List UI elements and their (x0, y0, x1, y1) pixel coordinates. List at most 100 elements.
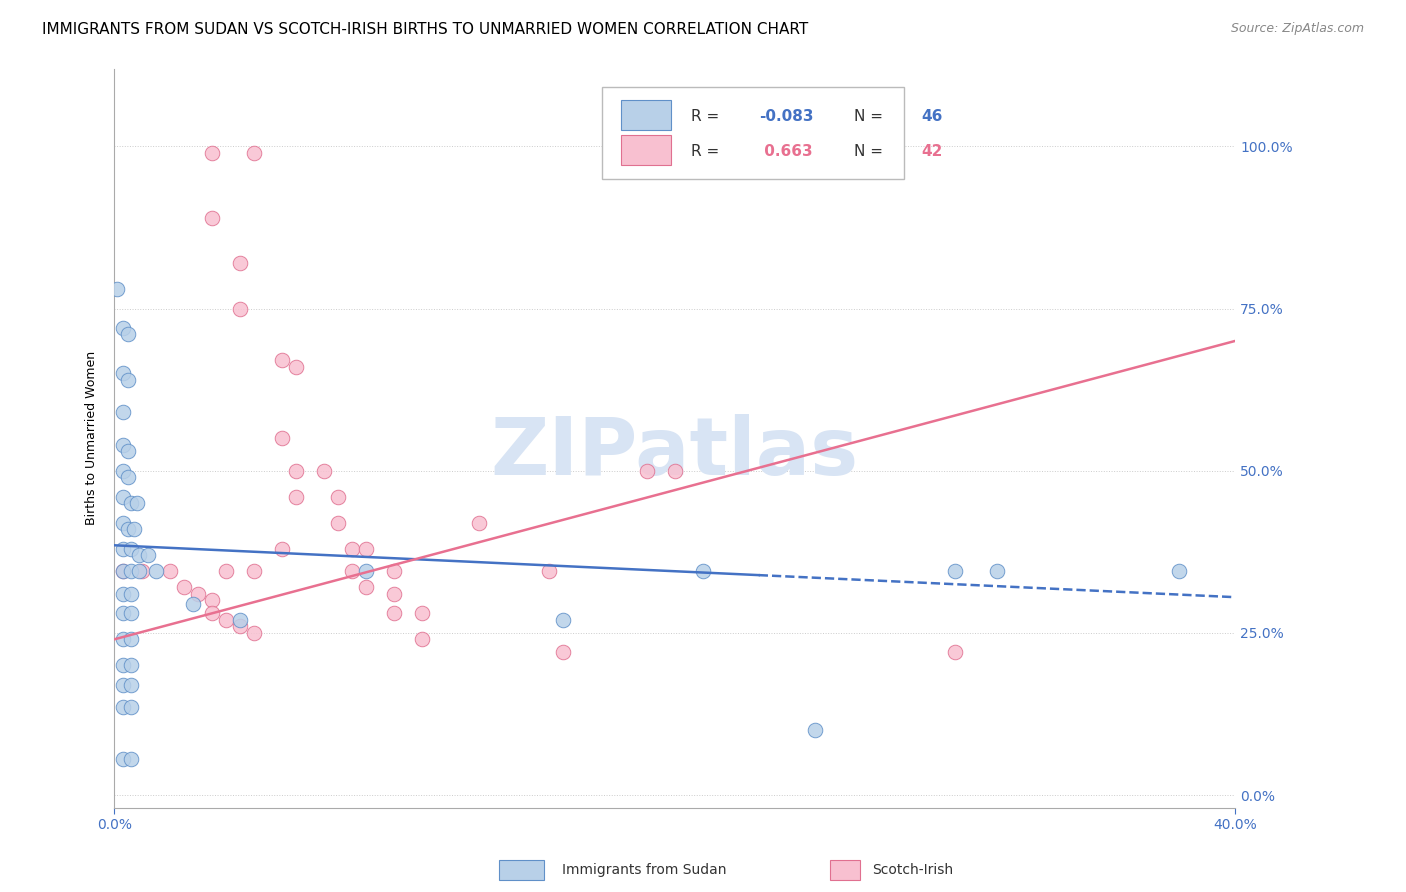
Point (111, 752, 134, 766)
Point (120, 632, 142, 647)
Point (692, 564, 714, 578)
Point (243, 564, 266, 578)
Text: 42: 42 (921, 144, 942, 159)
Point (111, 632, 134, 647)
Point (285, 490, 308, 504)
Point (111, 658, 134, 673)
Point (145, 564, 167, 578)
Point (384, 607, 406, 621)
Point (201, 145, 224, 160)
Point (229, 619, 252, 633)
Point (111, 464, 134, 478)
Point (128, 564, 150, 578)
FancyBboxPatch shape (621, 135, 671, 165)
Point (384, 587, 406, 601)
Point (243, 145, 266, 160)
Point (943, 645, 966, 659)
FancyBboxPatch shape (621, 100, 671, 130)
Point (356, 564, 378, 578)
Point (201, 211, 224, 225)
Point (111, 321, 134, 335)
Point (314, 464, 336, 478)
Text: Scotch-Irish: Scotch-Irish (872, 863, 953, 877)
Text: Source: ZipAtlas.com: Source: ZipAtlas.com (1230, 22, 1364, 36)
Point (201, 593, 224, 607)
FancyBboxPatch shape (602, 87, 904, 179)
Point (120, 658, 142, 673)
Point (384, 564, 406, 578)
Point (111, 587, 134, 601)
Point (125, 496, 148, 510)
Point (131, 564, 153, 578)
Y-axis label: Births to Unmarried Women: Births to Unmarried Women (86, 351, 98, 525)
Point (117, 522, 139, 536)
Point (159, 564, 181, 578)
Point (120, 564, 142, 578)
Point (285, 464, 308, 478)
Point (111, 490, 134, 504)
Point (111, 367, 134, 381)
Point (229, 613, 252, 627)
Point (551, 645, 574, 659)
Point (271, 431, 294, 445)
Point (271, 353, 294, 368)
Point (229, 301, 252, 316)
Point (173, 581, 195, 595)
Text: R =: R = (692, 109, 724, 124)
Point (111, 564, 134, 578)
Text: ZIPatlas: ZIPatlas (491, 414, 859, 492)
Point (120, 678, 142, 692)
Text: 46: 46 (921, 109, 942, 124)
Point (551, 613, 574, 627)
Point (356, 541, 378, 556)
Point (120, 587, 142, 601)
Point (537, 564, 560, 578)
Point (271, 541, 294, 556)
Point (285, 359, 308, 374)
Point (122, 522, 145, 536)
Point (215, 564, 238, 578)
Text: Immigrants from Sudan: Immigrants from Sudan (562, 863, 727, 877)
Point (120, 541, 142, 556)
Point (201, 607, 224, 621)
Point (187, 587, 209, 601)
Point (120, 700, 142, 714)
Point (111, 607, 134, 621)
Text: N =: N = (853, 109, 889, 124)
Point (117, 470, 139, 484)
Point (356, 581, 378, 595)
Point (1168, 564, 1191, 578)
Point (111, 678, 134, 692)
Point (229, 256, 252, 270)
Point (986, 564, 1008, 578)
Text: -0.083: -0.083 (759, 109, 813, 124)
Point (117, 327, 139, 342)
Point (128, 548, 150, 562)
Point (117, 373, 139, 387)
Point (328, 516, 350, 530)
Text: 0.663: 0.663 (759, 144, 813, 159)
Text: IMMIGRANTS FROM SUDAN VS SCOTCH-IRISH BIRTHS TO UNMARRIED WOMEN CORRELATION CHAR: IMMIGRANTS FROM SUDAN VS SCOTCH-IRISH BI… (42, 22, 808, 37)
Point (411, 607, 433, 621)
Point (111, 700, 134, 714)
Point (111, 438, 134, 452)
Point (804, 723, 827, 738)
Point (215, 613, 238, 627)
Point (243, 625, 266, 640)
Point (111, 541, 134, 556)
Point (328, 490, 350, 504)
Point (467, 516, 489, 530)
Text: N =: N = (853, 144, 889, 159)
Point (120, 752, 142, 766)
Point (411, 632, 433, 647)
Point (111, 516, 134, 530)
Point (943, 564, 966, 578)
Point (342, 564, 364, 578)
Point (105, 282, 128, 296)
Point (181, 597, 204, 611)
Point (111, 564, 134, 578)
Point (136, 548, 159, 562)
Text: R =: R = (692, 144, 724, 159)
Point (664, 464, 686, 478)
Point (636, 464, 658, 478)
